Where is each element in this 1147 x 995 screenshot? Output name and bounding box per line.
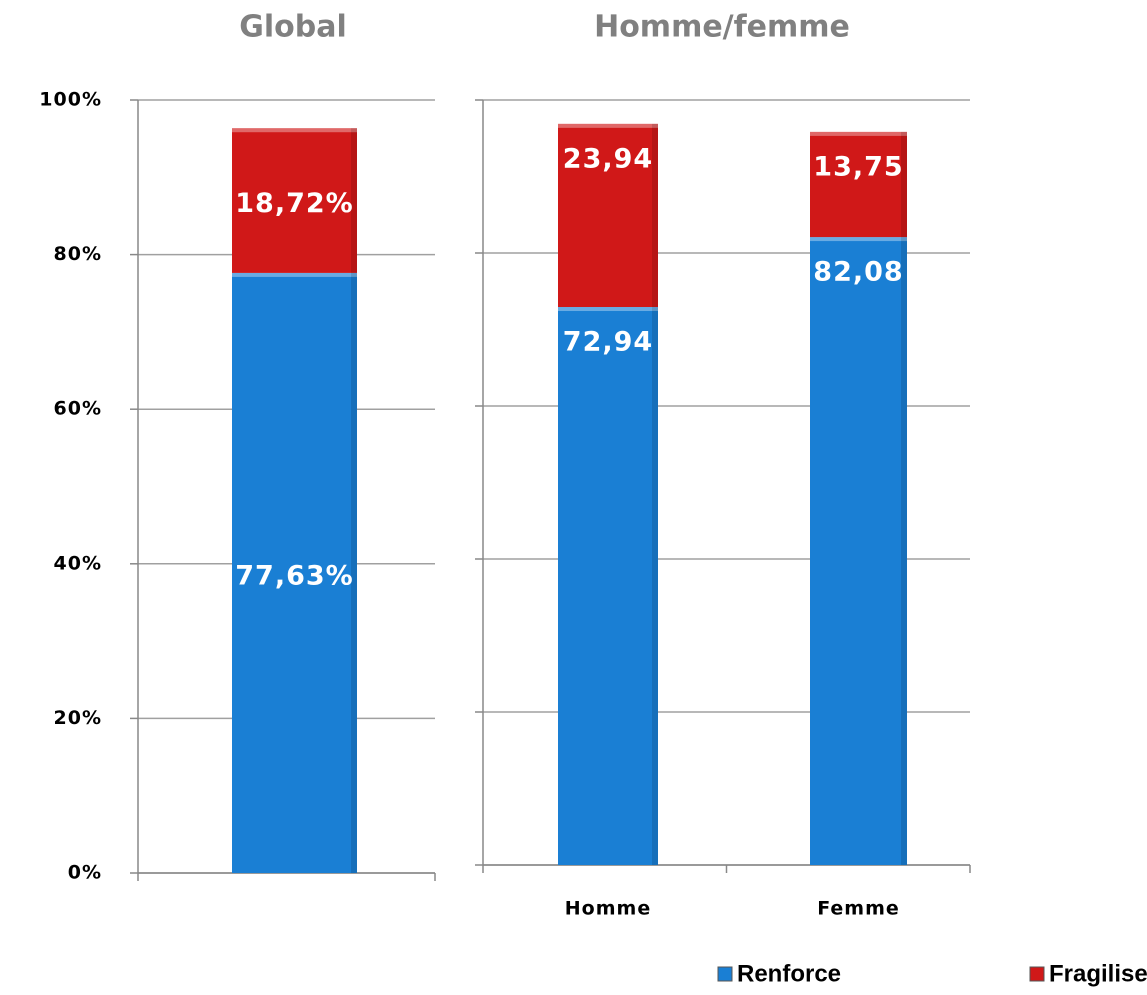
y-tick-label: 100% — [39, 89, 102, 111]
legend-label: Fragilise — [1049, 960, 1147, 987]
legend-swatch — [717, 966, 733, 982]
chart-title: Homme/femme — [594, 10, 850, 45]
value-label: 77,63% — [235, 560, 353, 591]
y-tick-label: 40% — [54, 552, 102, 574]
value-label: 23,94 — [563, 143, 653, 174]
value-label: 72,94 — [563, 327, 653, 358]
y-tick-label: 20% — [54, 707, 102, 729]
chart-title: Global — [239, 10, 347, 45]
bar-segment — [810, 237, 907, 865]
value-label: 18,72% — [235, 188, 353, 219]
bar-shade — [351, 128, 357, 273]
bar-segment — [232, 272, 357, 873]
bar-shade — [901, 131, 907, 238]
bar-highlight — [232, 272, 357, 277]
bar-highlight — [558, 123, 658, 128]
x-tick-label: Homme — [565, 898, 651, 920]
bar-shade — [652, 123, 658, 308]
value-label: 82,08 — [813, 257, 903, 288]
bar-highlight — [810, 131, 907, 136]
bar-segment — [810, 131, 907, 238]
legend-swatch — [1029, 966, 1045, 982]
bar-shade — [901, 237, 907, 865]
bar-segment — [558, 123, 658, 308]
bar-shade — [351, 272, 357, 873]
bar-shade — [652, 307, 658, 865]
bar-highlight — [232, 128, 357, 133]
legend-label: Renforce — [737, 960, 841, 987]
x-tick-label: Femme — [817, 898, 900, 920]
bar-highlight — [810, 237, 907, 242]
y-tick-label: 80% — [54, 243, 102, 265]
y-tick-label: 60% — [54, 398, 102, 420]
value-label: 13,75 — [813, 151, 903, 182]
y-tick-label: 0% — [68, 862, 102, 884]
bar-segment — [232, 128, 357, 273]
bar-segment — [558, 307, 658, 865]
bar-highlight — [558, 307, 658, 312]
